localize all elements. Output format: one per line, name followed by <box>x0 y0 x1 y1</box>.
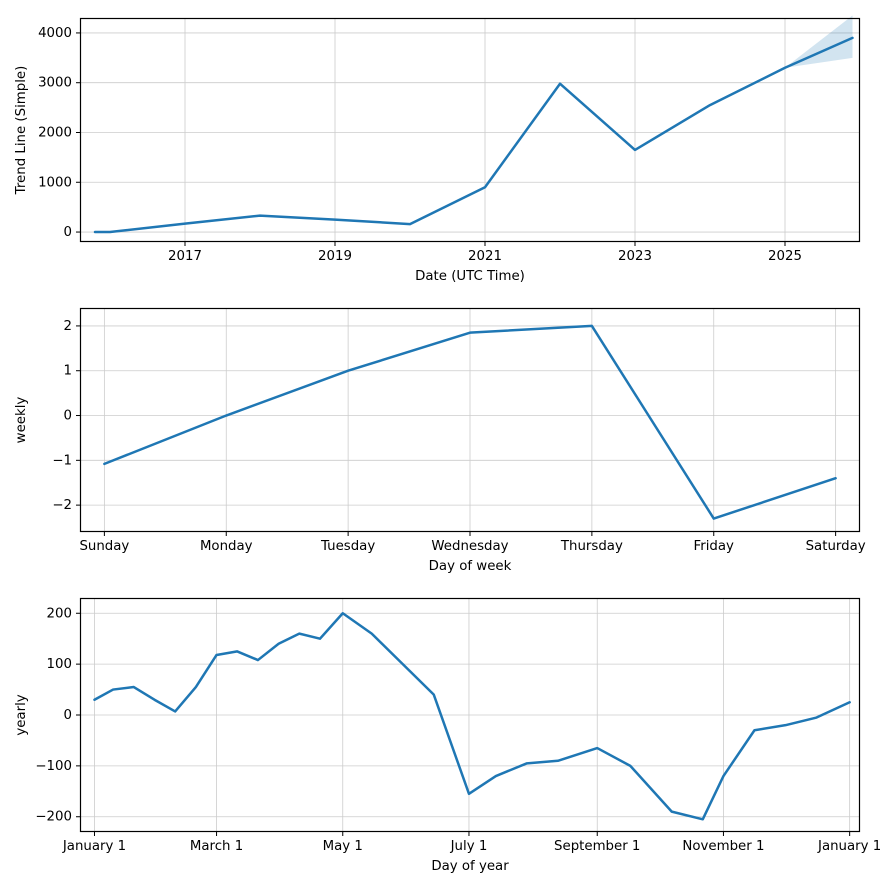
weekly-chart-xlabel: Day of week <box>429 559 512 574</box>
yearly-chart-ylabel: yearly <box>14 694 29 735</box>
yearly-chart-ytick-label: 200 <box>47 606 72 621</box>
yearly-chart-xtick-label: January 1 <box>62 839 126 854</box>
trend-chart-yticks: 0 1000 2000 3000 4000 <box>38 26 80 240</box>
trend-chart-line <box>95 38 853 232</box>
yearly-chart: January 1March 1May 1July 1September 1No… <box>80 590 860 880</box>
weekly-chart-ytick-label: −2 <box>52 498 72 513</box>
trend-chart-ytick-label: 3000 <box>38 76 72 91</box>
weekly-chart-xtick-label: Wednesday <box>431 539 508 554</box>
weekly-chart-xtick-label: Sunday <box>79 539 129 554</box>
grid <box>80 308 860 532</box>
trend-chart-xtick-label: 2021 <box>468 249 502 264</box>
yearly-chart-xtick-label: November 1 <box>682 839 764 854</box>
yearly-chart-xtick-label: January 1 <box>817 839 881 854</box>
weekly-chart-xtick-label: Saturday <box>806 539 866 554</box>
yearly-chart-xtick-label: September 1 <box>554 839 640 854</box>
trend-chart-xtick-label: 2023 <box>618 249 652 264</box>
weekly-chart-xtick-label: Thursday <box>560 539 623 554</box>
trend-chart-ytick-label: 4000 <box>38 26 72 41</box>
grid <box>80 598 860 832</box>
yearly-chart-line <box>94 613 849 819</box>
weekly-chart-xtick-label: Friday <box>694 539 735 554</box>
yearly-chart-ytick-label: −200 <box>35 810 72 825</box>
yearly-chart-xtick-label: July 1 <box>450 839 488 854</box>
yearly-chart-xlabel: Day of year <box>431 859 509 874</box>
weekly-chart-xticks: Sunday Monday Tuesday Wednesday Thursday Frid… <box>79 532 865 554</box>
trend-chart-ytick-label: 2000 <box>38 125 72 140</box>
yearly-chart-xtick-label: May 1 <box>323 839 363 854</box>
weekly-chart-ytick-label: 1 <box>64 364 72 379</box>
weekly-chart-ytick-label: 0 <box>64 409 72 424</box>
trend-chart-xtick-label: 2017 <box>168 249 202 264</box>
weekly-chart: Sunday Monday Tuesday Wednesday Thursday Frid… <box>80 300 860 580</box>
trend-chart: 2017201920212023202501000200030004000Dat… <box>80 10 860 290</box>
yearly-chart-yticks: −200 −100 0 100 200 <box>35 606 80 824</box>
yearly-chart-xticks: January 1 March 1 May 1 July 1 September 1 No… <box>62 832 881 854</box>
weekly-chart-ytick-label: −1 <box>52 453 72 468</box>
trend-chart-frame <box>81 19 860 242</box>
yearly-chart-ytick-label: −100 <box>35 759 72 774</box>
figure: 2017201920212023202501000200030004000Dat… <box>0 0 886 890</box>
trend-chart-ytick-label: 0 <box>64 225 72 240</box>
weekly-chart-xtick-label: Tuesday <box>320 539 375 554</box>
weekly-chart-ytick-label: 2 <box>64 319 72 334</box>
trend-chart-xtick-label: 2025 <box>768 249 802 264</box>
trend-chart-ylabel: Trend Line (Simple) <box>14 66 29 196</box>
weekly-chart-xtick-label: Monday <box>200 539 253 554</box>
yearly-chart-ytick-label: 0 <box>64 708 72 723</box>
trend-chart-xticks: 2017 2019 2021 2023 2025 <box>168 242 802 264</box>
trend-chart-xlabel: Date (UTC Time) <box>415 269 525 284</box>
yearly-chart-xtick-label: March 1 <box>190 839 243 854</box>
trend-chart-xtick-label: 2019 <box>318 249 352 264</box>
yearly-chart-ytick-label: 100 <box>47 657 72 672</box>
trend-chart-ytick-label: 1000 <box>38 175 72 190</box>
grid <box>80 18 860 242</box>
weekly-chart-ylabel: weekly <box>14 397 29 444</box>
weekly-chart-yticks: −2 −1 0 1 2 <box>52 319 80 513</box>
